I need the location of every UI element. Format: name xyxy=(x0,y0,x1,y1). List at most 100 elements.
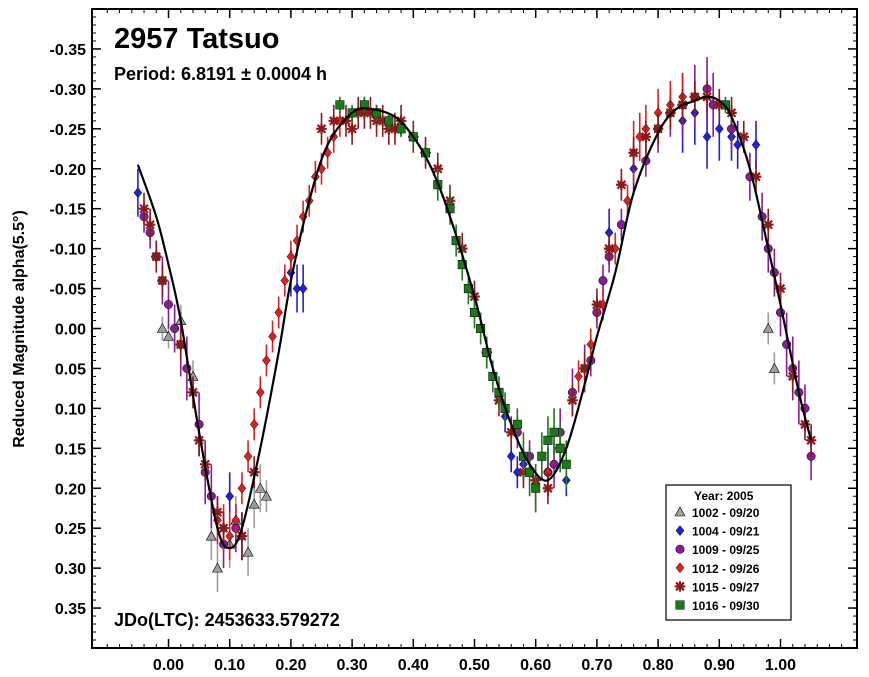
y-tick-label: 0.15 xyxy=(55,441,86,458)
data-point xyxy=(537,451,547,461)
data-point xyxy=(205,530,217,541)
data-point-shape xyxy=(157,275,168,286)
data-point xyxy=(598,276,608,286)
data-point-shape xyxy=(237,482,247,494)
data-point xyxy=(144,219,156,230)
data-point-shape xyxy=(396,124,406,134)
data-point xyxy=(133,187,143,199)
legend-label: 1015 - 09/27 xyxy=(692,580,760,594)
data-point-shape xyxy=(248,498,260,509)
data-point xyxy=(733,139,742,151)
x-tick-label: 0.10 xyxy=(214,657,245,674)
data-point-shape xyxy=(665,107,676,119)
data-point xyxy=(280,275,290,286)
data-point-shape xyxy=(218,522,229,534)
data-point xyxy=(292,283,302,294)
data-point-shape xyxy=(254,482,266,493)
legend-marker xyxy=(675,600,685,610)
y-tick-label: -0.20 xyxy=(50,162,87,179)
data-point-shape xyxy=(389,123,401,135)
data-point xyxy=(689,91,701,103)
data-point-shape xyxy=(211,562,223,573)
data-point-shape xyxy=(610,243,620,255)
data-point-shape xyxy=(274,307,283,318)
data-point xyxy=(340,115,352,127)
data-point xyxy=(531,483,541,493)
y-tick-label: 0.35 xyxy=(55,601,86,618)
data-point-shape xyxy=(555,443,565,453)
data-point xyxy=(377,115,388,127)
data-point-shape xyxy=(133,187,143,199)
data-point-shape xyxy=(598,276,608,286)
legend-label: 1012 - 09/26 xyxy=(692,562,760,576)
data-point xyxy=(242,546,254,557)
data-point-shape xyxy=(543,435,553,445)
data-point xyxy=(335,100,345,110)
data-point-shape xyxy=(640,131,652,143)
data-point xyxy=(714,123,724,135)
data-point xyxy=(237,482,247,494)
data-point-shape xyxy=(225,530,235,542)
data-point-shape xyxy=(635,131,645,143)
data-point-shape xyxy=(537,451,547,461)
legend-marker-shape xyxy=(675,600,685,610)
data-point-shape xyxy=(316,123,327,135)
data-point xyxy=(396,124,406,134)
x-tick-label: 0.00 xyxy=(153,657,184,674)
data-point-shape xyxy=(561,459,571,469)
data-point xyxy=(254,482,266,493)
data-point xyxy=(138,203,150,214)
data-point-shape xyxy=(768,362,780,373)
data-point xyxy=(260,490,272,501)
data-point-shape xyxy=(567,395,578,406)
data-point-shape xyxy=(506,450,516,462)
data-point-shape xyxy=(162,330,175,341)
data-point xyxy=(231,514,241,526)
data-point xyxy=(714,99,725,111)
data-point-shape xyxy=(151,251,162,262)
y-tick-label: -0.25 xyxy=(50,122,87,139)
legend-marker-shape xyxy=(674,506,686,517)
data-point-shape xyxy=(714,123,724,135)
x-tick-label: 1.00 xyxy=(765,657,796,674)
data-point-shape xyxy=(762,322,774,333)
data-point xyxy=(274,307,283,318)
data-point-shape xyxy=(586,339,596,350)
y-tick-label: 0.10 xyxy=(55,401,86,418)
data-point-shape xyxy=(335,100,345,110)
data-point xyxy=(346,123,358,135)
data-point xyxy=(383,123,395,135)
data-point-shape xyxy=(298,283,308,294)
y-tick-label: 0.05 xyxy=(55,361,86,378)
data-point-shape xyxy=(268,331,277,342)
data-point xyxy=(352,107,364,119)
x-tick-label: 0.60 xyxy=(520,657,551,674)
legend-label: 1004 - 09/21 xyxy=(692,525,760,539)
data-point xyxy=(616,179,627,190)
y-tick-label: 0.25 xyxy=(55,521,86,538)
data-point xyxy=(586,339,596,350)
data-point xyxy=(543,435,553,445)
data-point-shape xyxy=(170,324,180,333)
legend-marker xyxy=(675,525,685,537)
data-point-shape xyxy=(242,546,254,557)
chart-title: 2957 Tatsuo xyxy=(114,23,279,55)
data-point xyxy=(763,219,774,230)
data-point xyxy=(211,562,223,573)
data-point xyxy=(384,116,394,126)
legend-marker xyxy=(674,506,686,517)
data-point xyxy=(610,243,620,255)
data-point xyxy=(561,459,571,469)
legend-label: 1016 - 09/30 xyxy=(692,599,760,613)
data-point xyxy=(262,355,271,366)
data-point xyxy=(175,339,186,350)
legend-marker-shape xyxy=(675,525,685,537)
y-tick-label: -0.10 xyxy=(50,242,87,259)
data-point-shape xyxy=(579,363,590,374)
data-point xyxy=(506,450,516,462)
data-point xyxy=(640,131,652,143)
data-point xyxy=(512,419,522,429)
data-point xyxy=(212,506,223,518)
legend-marker xyxy=(675,562,685,574)
